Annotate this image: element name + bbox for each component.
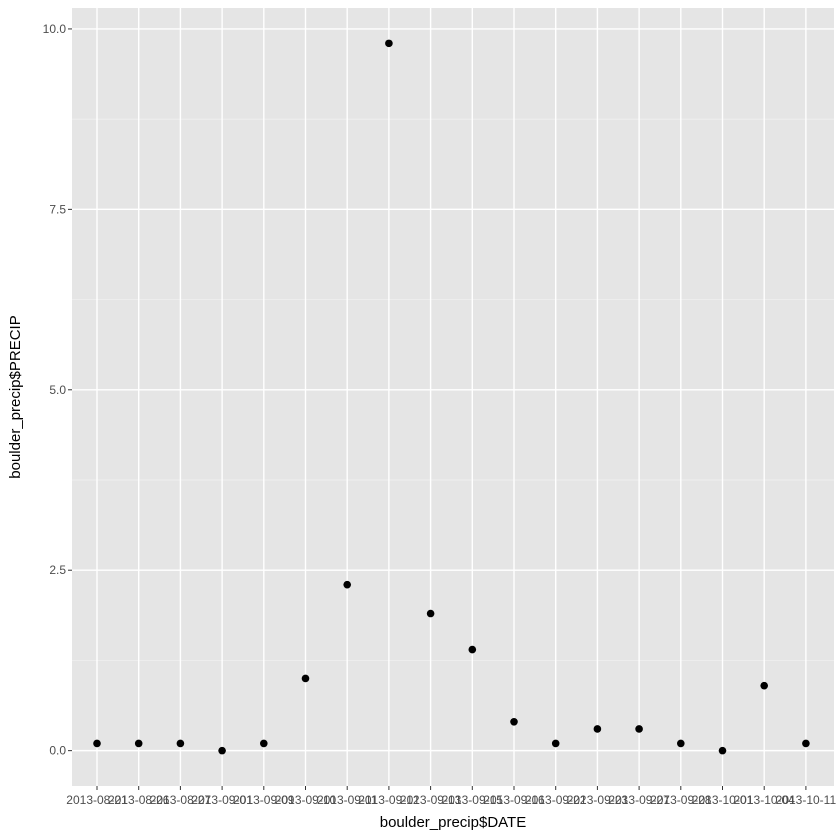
y-tick-label: 5.0 [49, 383, 66, 397]
y-tick-label: 10.0 [43, 22, 67, 36]
data-point [218, 746, 226, 755]
major-gridlines [72, 8, 834, 786]
data-point [635, 725, 643, 733]
y-tick-label: 0.0 [49, 744, 66, 758]
x-tick-label: 2013-10-11 [776, 793, 837, 807]
data-point [134, 739, 143, 748]
x-tick-label: 2013-10-01 [692, 793, 754, 807]
x-tick-label: 2013-09-27 [608, 793, 670, 807]
y-tick-label: 7.5 [49, 202, 66, 216]
data-point [93, 739, 101, 748]
x-tick-label: 2013-08-27 [150, 793, 212, 807]
data-points [93, 39, 810, 755]
x-tick-label: 2013-09-15 [442, 793, 504, 807]
data-point [760, 681, 768, 690]
x-tick-label: 2013-09-13 [400, 793, 462, 807]
x-tick-label: 2013-10-04 [734, 793, 796, 807]
x-tick-label: 2013-09-01 [191, 793, 253, 807]
x-tick-label: 2013-09-12 [358, 793, 420, 807]
x-tick-label: 2013-09-16 [483, 793, 545, 807]
data-point [301, 674, 310, 683]
plot-panel [72, 8, 834, 786]
data-point [551, 739, 560, 748]
y-axis: 0.0 2.5 5.0 7.5 10.0 [43, 22, 72, 758]
x-tick-label: 2013-08-21 [66, 793, 128, 807]
x-tick-label: 2013-09-11 [317, 793, 378, 807]
x-tick-label: 2013-09-23 [567, 793, 629, 807]
data-point [385, 39, 393, 48]
data-point [677, 739, 685, 748]
data-point [802, 739, 810, 748]
data-point [510, 717, 518, 726]
x-tick-label: 2013-09-28 [650, 793, 712, 807]
x-tick-label: 2013-08-26 [108, 793, 170, 807]
x-tick-label: 2013-09-10 [275, 793, 337, 807]
x-tick-label: 2013-09-22 [525, 793, 587, 807]
data-point [718, 746, 727, 755]
data-point [468, 645, 477, 654]
x-axis-title: boulder_precip$DATE [380, 814, 526, 831]
data-point [426, 609, 435, 618]
data-point [176, 739, 185, 748]
data-point [593, 725, 602, 733]
y-tick-label: 2.5 [49, 563, 66, 577]
minor-gridlines [72, 118, 834, 661]
x-tick-label: 2013-09-09 [233, 793, 295, 807]
x-axis: 2013-08-212013-08-262013-08-272013-09-01… [66, 786, 836, 807]
data-point [260, 739, 268, 748]
data-point [343, 580, 352, 589]
y-axis-title: boulder_precip$PRECIP [7, 315, 24, 478]
